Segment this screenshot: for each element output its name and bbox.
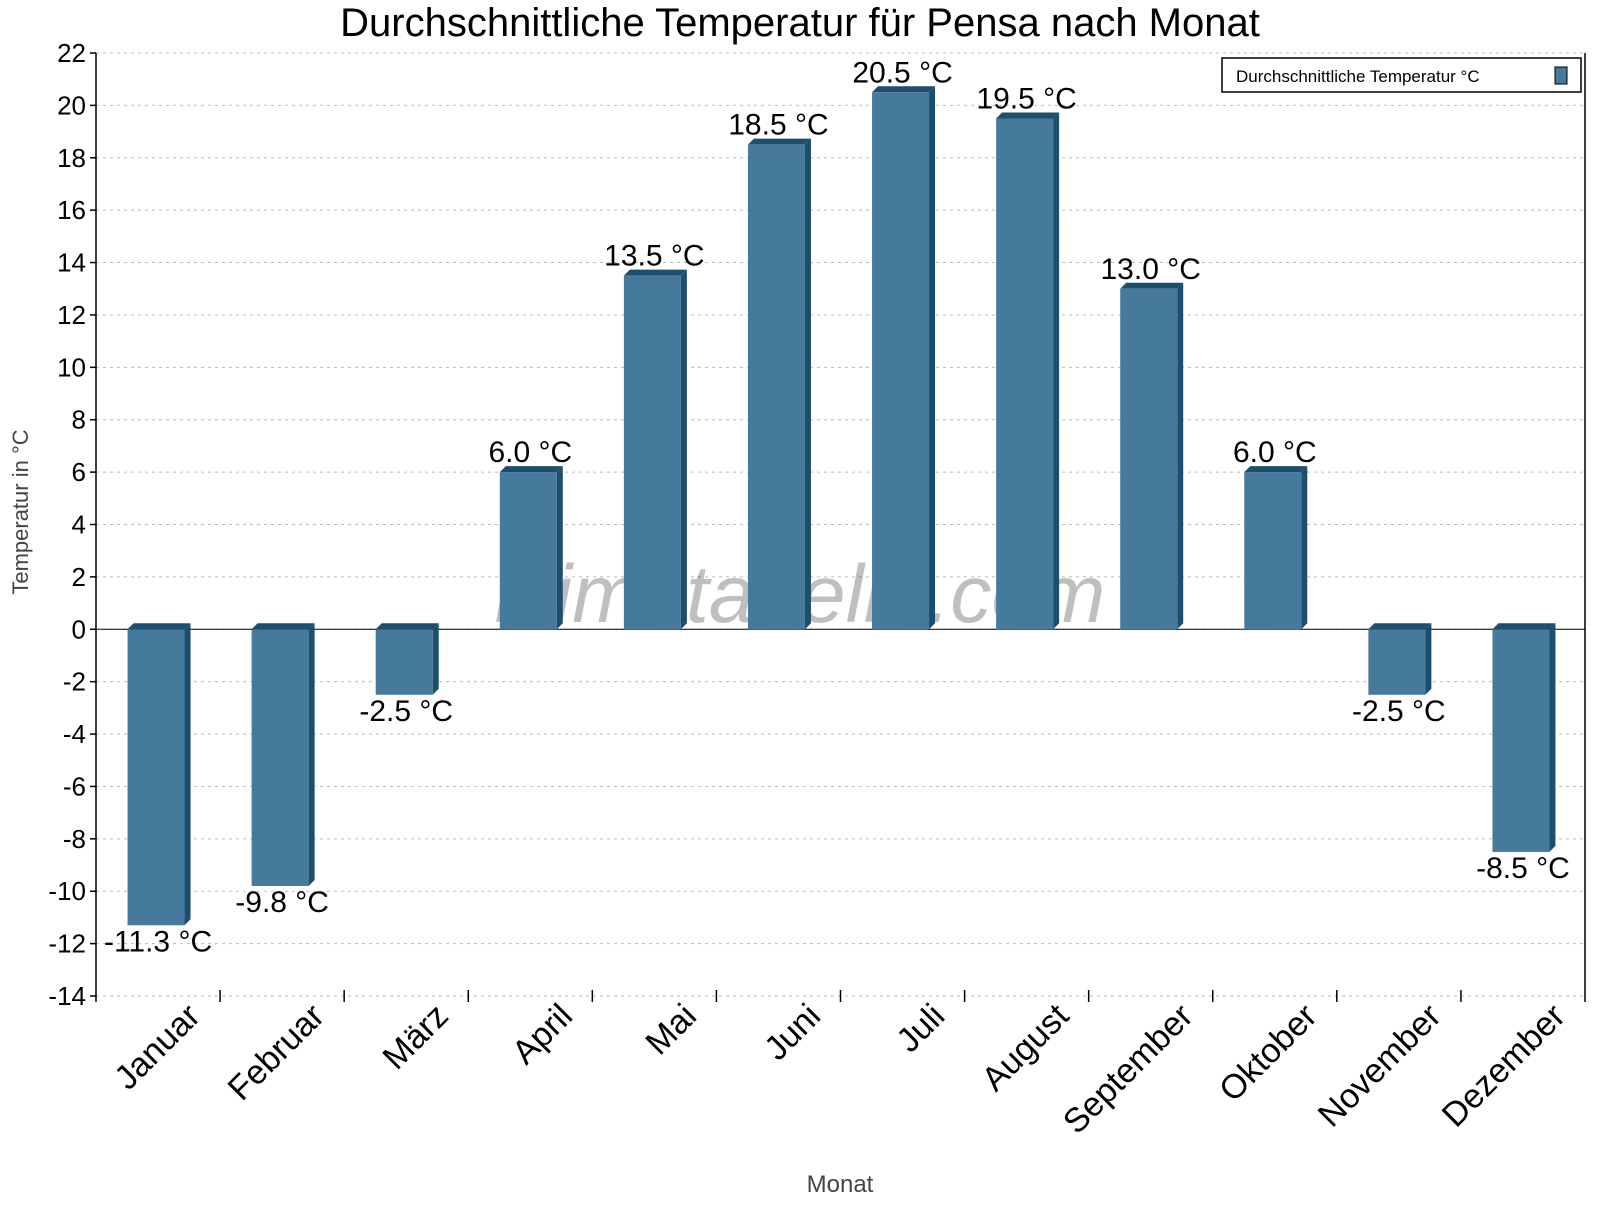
bar-top xyxy=(251,623,315,630)
y-tick-label: 8 xyxy=(72,405,86,435)
bar-side xyxy=(1549,623,1556,852)
bar-side xyxy=(1301,466,1308,630)
x-tick-label: September xyxy=(1056,997,1200,1141)
x-tick-label: August xyxy=(975,996,1077,1098)
legend-box xyxy=(1221,57,1582,93)
bar xyxy=(623,275,681,630)
x-tick-label: Oktober xyxy=(1212,997,1324,1109)
y-tick-label: -4 xyxy=(63,719,86,749)
bars: -11.3 °C -9.8 °C -2.5 °C 6.0 °C 13.5 °C 18.5 … xyxy=(104,56,1570,958)
data-label: 19.5 °C xyxy=(976,82,1076,115)
bar-top xyxy=(127,623,191,630)
bar-top xyxy=(872,86,936,93)
y-tick-label: -2 xyxy=(63,667,86,697)
y-tick-label: 0 xyxy=(72,614,86,644)
y-tick-label: -6 xyxy=(63,771,86,801)
bar-side xyxy=(308,623,315,886)
bar-top xyxy=(1368,623,1432,630)
data-label: 20.5 °C xyxy=(852,56,952,89)
data-label: -2.5 °C xyxy=(359,695,453,728)
bar-top xyxy=(623,269,687,276)
bar-top xyxy=(996,112,1060,119)
y-tick-label: -14 xyxy=(48,981,86,1011)
x-tick-label: Juli xyxy=(889,997,952,1060)
x-axis: Januar Februar März April Mai Juni Juli AugustS… xyxy=(107,990,1573,1141)
bar-side xyxy=(184,623,191,926)
bar-top xyxy=(747,138,811,145)
bar-top xyxy=(1120,282,1184,289)
bar xyxy=(1368,629,1426,695)
bar xyxy=(251,629,309,886)
bar-top xyxy=(375,623,439,630)
bar xyxy=(127,629,185,926)
y-tick-label: 4 xyxy=(72,510,86,540)
x-tick-label: Dezember xyxy=(1435,997,1573,1135)
data-label: 6.0 °C xyxy=(488,436,572,469)
y-tick-label: 10 xyxy=(57,352,86,382)
x-tick-label: Juni xyxy=(757,997,828,1068)
x-tick-label: Februar xyxy=(221,997,332,1108)
x-tick-label: April xyxy=(505,997,580,1072)
data-label: -9.8 °C xyxy=(235,886,329,919)
bar-side xyxy=(1177,282,1184,630)
y-tick-label: -8 xyxy=(63,824,86,854)
data-label: 6.0 °C xyxy=(1233,436,1317,469)
data-label: 18.5 °C xyxy=(728,109,828,142)
y-tick-label: 12 xyxy=(57,300,86,330)
legend: Durchschnittliche Temperatur °C xyxy=(1221,57,1582,93)
bar xyxy=(872,92,930,630)
x-axis-label: Monat xyxy=(807,1171,874,1198)
data-label: -2.5 °C xyxy=(1352,695,1446,728)
y-tick-label: -10 xyxy=(48,876,86,906)
bar-side xyxy=(1425,623,1432,695)
y-tick-label: -12 xyxy=(48,929,86,959)
y-tick-label: 6 xyxy=(72,457,86,487)
chart-title: Durchschnittliche Temperatur für Pensa n… xyxy=(340,1,1260,45)
bar-top xyxy=(499,466,563,473)
bar-top xyxy=(1492,623,1556,630)
y-axis-label: Temperatur in °C xyxy=(8,429,33,594)
legend-swatch xyxy=(1554,66,1568,85)
legend-label: Durchschnittliche Temperatur °C xyxy=(1236,67,1480,86)
data-label: 13.0 °C xyxy=(1101,253,1201,286)
bar xyxy=(375,629,433,695)
bar-side xyxy=(556,466,563,630)
data-label: 13.5 °C xyxy=(604,240,704,273)
data-label: -8.5 °C xyxy=(1476,852,1570,885)
bar xyxy=(747,144,805,630)
y-tick-label: 20 xyxy=(57,90,86,120)
bar xyxy=(499,472,557,630)
bar-side xyxy=(929,86,936,630)
bar xyxy=(996,118,1054,630)
x-tick-label: März xyxy=(376,997,456,1077)
bar xyxy=(1492,629,1550,852)
y-tick-label: 2 xyxy=(72,562,86,592)
y-tick-label: 16 xyxy=(57,195,86,225)
x-tick-label: November xyxy=(1311,997,1449,1135)
y-tick-label: 22 xyxy=(57,38,86,68)
y-tick-label: 14 xyxy=(57,248,86,278)
bar-side xyxy=(680,269,687,630)
bar-top xyxy=(1244,466,1308,473)
x-tick-label: Mai xyxy=(638,997,704,1063)
data-label: -11.3 °C xyxy=(104,925,212,958)
grid-lines xyxy=(96,52,1585,997)
y-tick-label: 18 xyxy=(57,143,86,173)
bar-side xyxy=(1053,112,1060,630)
bar-side xyxy=(432,623,439,695)
x-tick-label: Januar xyxy=(107,997,207,1097)
bar-side xyxy=(804,138,811,630)
bar xyxy=(1120,288,1178,630)
bar xyxy=(1244,472,1302,630)
